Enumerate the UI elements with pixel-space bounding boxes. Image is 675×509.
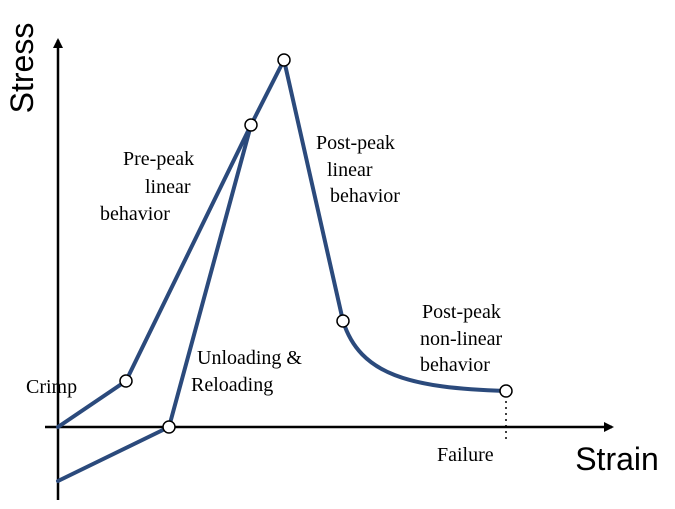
- point: [336, 314, 350, 328]
- y-axis-title: Stress: [4, 23, 40, 114]
- label: Post-peak: [316, 132, 395, 154]
- point: [244, 118, 258, 132]
- point: [499, 384, 513, 398]
- label: Pre-peak: [123, 148, 194, 170]
- point: [277, 53, 291, 67]
- point: [119, 374, 133, 388]
- x-axis-title: Strain: [575, 441, 659, 477]
- label: linear: [145, 176, 191, 198]
- label: Unloading &: [197, 347, 302, 369]
- label: behavior: [100, 203, 170, 225]
- label: behavior: [330, 185, 400, 207]
- label: Post-peak: [422, 301, 501, 323]
- label: Reloading: [191, 374, 273, 396]
- label: non-linear: [420, 328, 503, 350]
- loading-curve: [56, 58, 508, 429]
- point: [162, 420, 176, 434]
- label: Failure: [437, 444, 494, 466]
- label: linear: [327, 159, 373, 181]
- label: behavior: [420, 354, 490, 376]
- label: Crimp: [26, 376, 77, 398]
